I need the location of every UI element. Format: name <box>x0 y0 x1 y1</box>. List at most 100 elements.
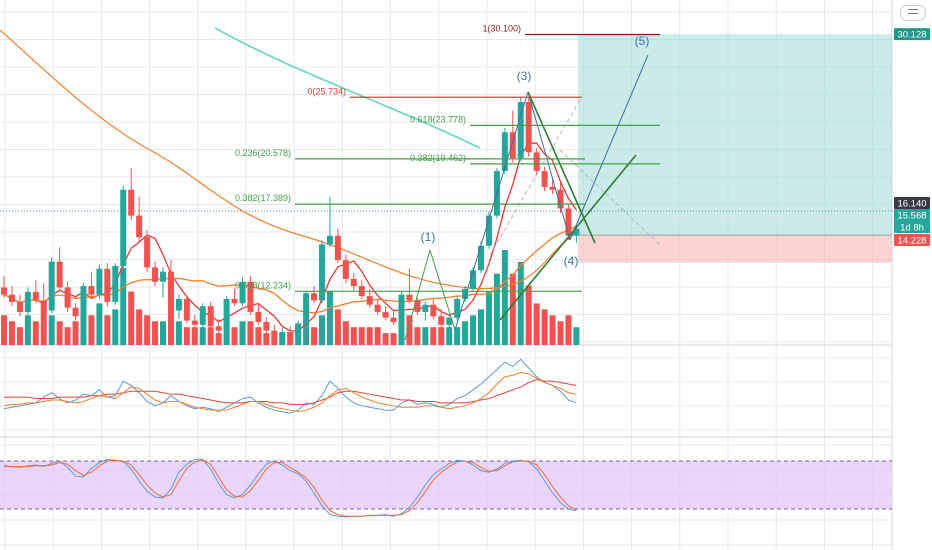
price-label-box <box>894 197 930 209</box>
volume-bar <box>533 303 540 345</box>
volume-bar <box>96 303 103 345</box>
candle-body <box>366 296 373 305</box>
candle-body <box>239 281 246 304</box>
candle-body <box>16 301 23 312</box>
candle-body <box>509 132 516 159</box>
stochastic-line <box>4 458 577 518</box>
candle-body <box>573 228 580 236</box>
volume-bar <box>128 291 135 345</box>
candle-body <box>271 330 278 335</box>
candle-body <box>80 286 87 317</box>
wave-line <box>404 249 431 341</box>
candle-body <box>517 102 524 159</box>
ma-cyan-line <box>214 27 481 149</box>
candle-body <box>136 215 143 238</box>
candle-body <box>231 299 238 304</box>
wave-line <box>454 91 529 331</box>
fib-level-label: 0.618(23.778) <box>410 114 466 124</box>
candle-body <box>406 294 413 301</box>
fib-levels[interactable]: 1(30.100) 0(25.734) 0.618(23.778) 0.382(19.… <box>235 24 660 292</box>
volume-bar <box>152 321 159 345</box>
volume-bar <box>160 321 166 345</box>
volume-bar <box>430 327 437 345</box>
volume-bar <box>255 327 262 345</box>
stop-zone <box>578 235 892 263</box>
candle-body <box>311 293 318 301</box>
volume-bar <box>517 261 524 345</box>
candle-body <box>112 265 119 302</box>
volume-bar <box>334 309 341 345</box>
fib-level-label: 1(30.100) <box>482 24 521 34</box>
volume-bar <box>398 321 405 345</box>
price-label-text: 30.128 <box>897 30 926 41</box>
price-label-box <box>894 28 930 41</box>
candle-body <box>175 299 182 311</box>
volume-bar <box>247 321 254 345</box>
candle-body <box>287 332 294 335</box>
volume-bar <box>104 315 111 345</box>
volume-bar <box>422 327 429 345</box>
volume-bars <box>1 250 580 345</box>
long-position-tool[interactable] <box>0 34 892 263</box>
dashed-guide <box>559 149 661 246</box>
oscillator-line <box>3 358 577 414</box>
price-label-text: 16.140 <box>897 199 926 210</box>
candle-body <box>398 294 405 322</box>
candle-body <box>8 294 15 302</box>
candle-body <box>247 281 254 312</box>
candle-body <box>255 311 262 322</box>
fib-level-label: 0(25.734) <box>307 86 346 96</box>
candle-body <box>263 322 270 331</box>
candle-body <box>48 261 55 311</box>
candle-body <box>56 261 63 288</box>
volume-bar <box>183 327 190 345</box>
price-label-text: 14.228 <box>897 236 926 247</box>
volume-bar <box>56 321 63 345</box>
candle-body <box>414 300 421 312</box>
volume-bar <box>438 327 445 345</box>
volume-bar <box>319 315 325 345</box>
candle-body <box>478 245 484 271</box>
price-label-box <box>894 209 930 221</box>
drawings[interactable] <box>404 54 661 341</box>
wave-labels: (1) (3) (4) (5) <box>421 34 650 268</box>
candle-body <box>104 268 111 302</box>
volume-bar <box>8 321 15 345</box>
volume-bar <box>573 327 580 345</box>
price-label-text: 15.568 <box>897 211 926 222</box>
oscillator-line <box>3 371 577 413</box>
volume-bar <box>462 321 469 345</box>
volume-bar <box>358 327 365 345</box>
oscillator-line <box>4 379 577 405</box>
candle-body <box>88 286 95 295</box>
volume-bar <box>446 327 453 345</box>
volume-bar <box>199 327 206 345</box>
candle-body <box>525 102 532 153</box>
volume-bar <box>350 327 357 345</box>
volume-bar <box>303 321 310 345</box>
volume-bar <box>72 321 79 345</box>
candle-body <box>144 237 151 268</box>
volume-bar <box>40 309 47 345</box>
menu-toggle-button[interactable] <box>900 5 926 21</box>
candle-body <box>382 311 389 318</box>
candle-body <box>160 271 166 282</box>
fib-level-label: 0.618(12.234) <box>235 280 291 290</box>
volume-bar <box>501 250 508 345</box>
candle-body <box>485 215 492 246</box>
volume-bar <box>549 315 556 345</box>
volume-bar <box>326 291 333 345</box>
wave-label: (3) <box>517 69 532 83</box>
candle-body <box>199 306 206 325</box>
projection-line <box>569 54 649 241</box>
volume-bar <box>470 315 477 345</box>
volume-bar <box>167 309 174 345</box>
candle-body <box>557 189 564 209</box>
volume-bar <box>120 267 127 345</box>
candle-body <box>446 317 453 325</box>
volume-bar <box>1 315 7 345</box>
volume-bar <box>406 315 413 345</box>
volume-bar <box>311 327 318 345</box>
